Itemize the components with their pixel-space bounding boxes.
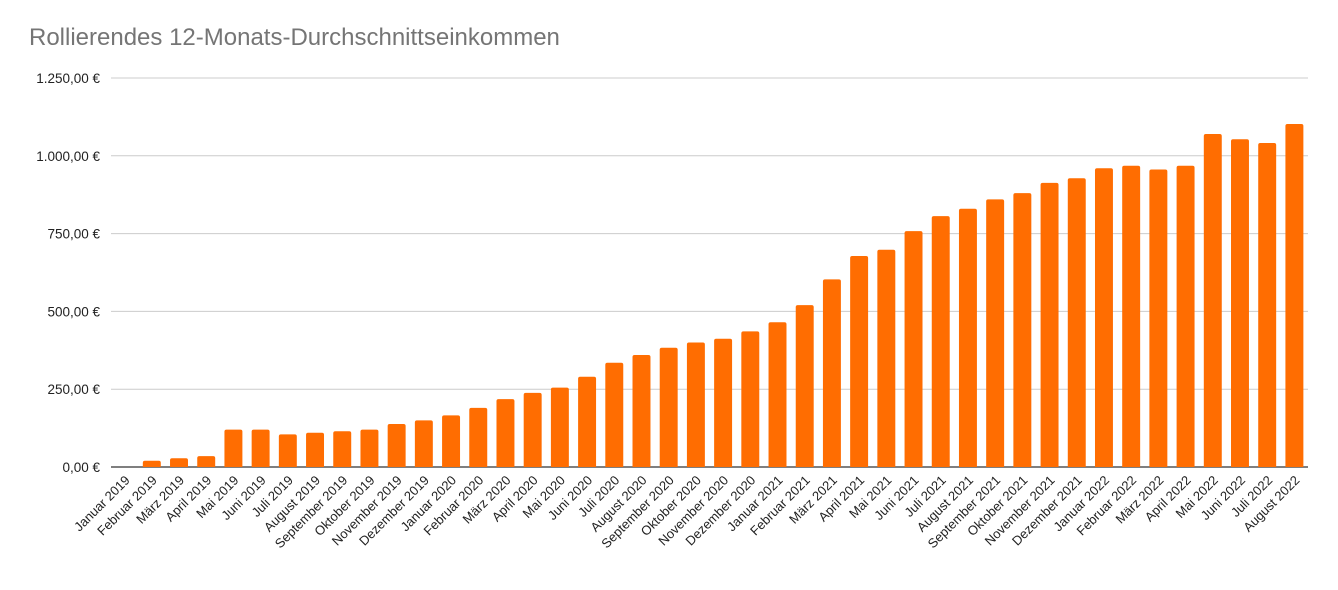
bar: [414, 420, 433, 467]
bar: [170, 458, 188, 467]
bar: [523, 392, 542, 467]
y-tick-label: 0,00 €: [62, 460, 100, 475]
bar: [550, 387, 569, 467]
bar: [958, 208, 977, 468]
bar: [1203, 134, 1222, 468]
bar: [278, 434, 297, 467]
bar: [795, 305, 814, 467]
bar: [1013, 193, 1032, 468]
y-tick-label: 750,00 €: [47, 227, 100, 242]
bar: [469, 407, 488, 467]
bar: [197, 456, 216, 467]
chart-title: Rollierendes 12-Monats-Durchschnittseink…: [29, 24, 560, 51]
bar: [768, 322, 787, 467]
y-tick-label: 1.250,00 €: [36, 71, 100, 86]
bar: [578, 376, 597, 467]
bar: [1122, 165, 1141, 467]
bar: [333, 431, 352, 467]
bar: [632, 354, 651, 467]
bar: [1040, 182, 1059, 468]
bar: [1176, 165, 1195, 467]
bar: [877, 249, 896, 467]
bar: [659, 347, 678, 467]
bar: [1094, 168, 1113, 468]
bar: [931, 216, 950, 467]
y-tick-label: 500,00 €: [47, 304, 100, 319]
bar: [822, 279, 841, 467]
bar: [714, 338, 733, 467]
bar: [904, 231, 923, 467]
bar: [442, 415, 461, 467]
y-tick-label: 1.000,00 €: [36, 149, 100, 164]
bar: [224, 429, 243, 467]
bar: [387, 424, 406, 467]
bar: [1067, 178, 1086, 467]
y-axis-ticks: 0,00 € 250,00 € 500,00 € 750,00 € 1.000,00 €…: [36, 71, 100, 475]
bar: [306, 432, 325, 467]
bar: [360, 429, 379, 467]
bar: [686, 342, 705, 467]
bar: [1231, 139, 1249, 467]
bar: [741, 331, 760, 467]
bar: [251, 429, 270, 467]
bars: [142, 124, 1304, 468]
bar: [1258, 143, 1277, 467]
bar: [986, 199, 1005, 468]
bar: [1149, 169, 1168, 467]
bar: [605, 362, 624, 467]
y-tick-label: 250,00 €: [47, 382, 100, 397]
bar: [850, 256, 869, 467]
bar: [496, 399, 515, 467]
bar: [1285, 124, 1304, 467]
bar: [142, 460, 161, 467]
